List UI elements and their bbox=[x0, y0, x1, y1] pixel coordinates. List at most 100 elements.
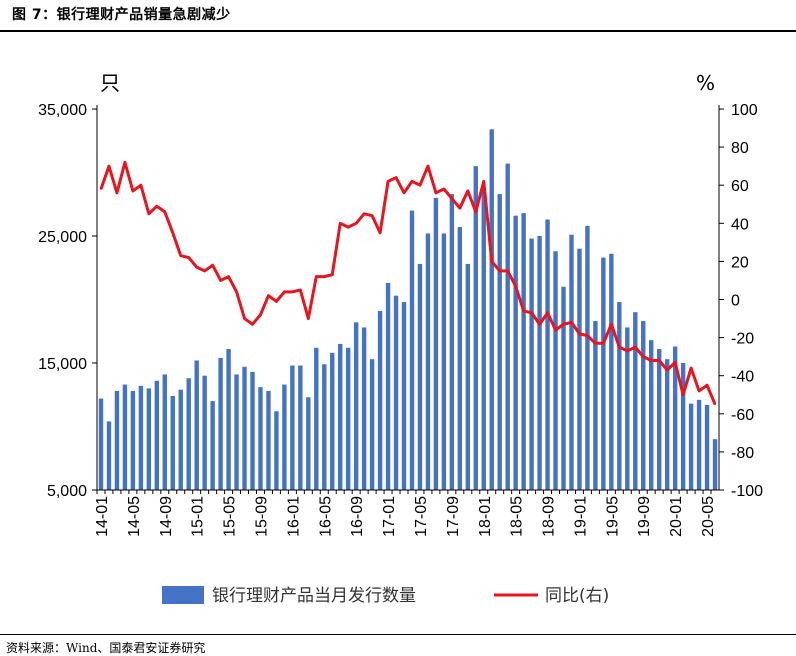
bar-series bbox=[98, 129, 718, 491]
bar-15-05 bbox=[226, 349, 231, 490]
bar-19-12 bbox=[664, 359, 670, 490]
yoy-point-15-12 bbox=[283, 290, 286, 293]
right-tick-label-0: 0 bbox=[731, 293, 740, 310]
bar-15-07 bbox=[242, 366, 247, 490]
yoy-point-17-03 bbox=[403, 191, 405, 194]
bar-17-10 bbox=[457, 227, 463, 491]
yoy-point-16-12 bbox=[379, 231, 381, 234]
x-tick-label-14-01: 14-01 bbox=[94, 496, 111, 537]
yoy-point-14-03 bbox=[116, 191, 118, 194]
bar-17-06 bbox=[425, 233, 431, 490]
bar-20-01 bbox=[672, 346, 678, 490]
bar-14-04 bbox=[122, 384, 128, 490]
yoy-point-14-01 bbox=[100, 188, 102, 190]
bar-17-09 bbox=[449, 194, 455, 490]
yoy-point-17-05 bbox=[419, 184, 421, 187]
yoy-point-14-05 bbox=[131, 190, 134, 192]
bar-19-01 bbox=[577, 248, 582, 490]
bar-19-04 bbox=[601, 257, 606, 490]
yoy-point-14-07 bbox=[147, 212, 150, 215]
right-tick-label--40: -40 bbox=[731, 369, 754, 386]
bar-14-11 bbox=[178, 389, 183, 490]
bar-15-10 bbox=[266, 390, 271, 490]
yoy-point-19-05 bbox=[610, 323, 613, 326]
top-rule bbox=[0, 30, 796, 32]
legend: 银行理财产品当月发行数量 同比(右) bbox=[162, 586, 609, 606]
yoy-point-19-01 bbox=[578, 332, 581, 335]
bar-14-03 bbox=[114, 390, 120, 490]
bar-19-08 bbox=[633, 312, 638, 490]
yoy-point-18-09 bbox=[546, 311, 549, 314]
x-tick-label-20-05: 20-05 bbox=[700, 496, 717, 537]
left-axis-unit: 只 bbox=[100, 71, 120, 95]
bar-17-07 bbox=[433, 197, 439, 490]
bar-20-05 bbox=[704, 404, 710, 490]
yoy-point-17-07 bbox=[435, 191, 437, 194]
right-tick-label-80: 80 bbox=[731, 140, 749, 157]
yoy-point-16-11 bbox=[371, 214, 374, 217]
x-tick-label-18-01: 18-01 bbox=[477, 496, 494, 537]
bar-19-10 bbox=[649, 340, 654, 490]
bar-17-03 bbox=[401, 302, 407, 490]
bar-20-04 bbox=[696, 399, 702, 490]
yoy-point-19-06 bbox=[618, 346, 621, 349]
bar-14-09 bbox=[162, 374, 167, 490]
figure-title: 图 7：银行理财产品销量急剧减少 bbox=[12, 7, 231, 23]
yoy-point-16-03 bbox=[307, 317, 310, 320]
bar-14-06 bbox=[138, 385, 144, 490]
bar-14-07 bbox=[146, 388, 152, 490]
x-tick-label-15-09: 15-09 bbox=[253, 496, 270, 537]
yoy-point-14-02 bbox=[108, 165, 110, 168]
yoy-point-18-04 bbox=[506, 270, 509, 272]
yoy-point-16-08 bbox=[347, 226, 350, 229]
bar-18-05 bbox=[513, 215, 518, 490]
bar-20-03 bbox=[688, 403, 694, 490]
yoy-point-18-03 bbox=[498, 270, 501, 272]
yoy-point-15-04 bbox=[219, 279, 222, 282]
bar-14-10 bbox=[170, 396, 175, 490]
x-tick-label-14-09: 14-09 bbox=[158, 496, 175, 537]
yoy-point-19-08 bbox=[634, 346, 637, 349]
yoy-point-14-06 bbox=[139, 184, 142, 187]
bar-20-06 bbox=[712, 439, 718, 490]
bar-17-08 bbox=[441, 233, 447, 490]
yoy-point-16-04 bbox=[315, 275, 318, 278]
yoy-point-18-05 bbox=[514, 285, 517, 288]
yoy-point-17-08 bbox=[442, 188, 445, 190]
yoy-point-16-10 bbox=[363, 212, 366, 215]
yoy-point-20-01 bbox=[674, 361, 677, 364]
x-tick-label-20-01: 20-01 bbox=[668, 496, 685, 537]
yoy-line bbox=[99, 160, 717, 405]
yoy-point-18-11 bbox=[562, 323, 565, 326]
bottom-rule bbox=[0, 634, 796, 635]
yoy-point-19-09 bbox=[642, 355, 645, 358]
yoy-point-17-11 bbox=[466, 190, 469, 192]
bar-16-11 bbox=[369, 359, 375, 490]
yoy-point-15-07 bbox=[243, 317, 246, 320]
right-axis-unit: % bbox=[696, 71, 715, 95]
bar-14-02 bbox=[106, 421, 112, 490]
bar-17-12 bbox=[473, 166, 478, 490]
bar-15-09 bbox=[258, 387, 263, 490]
bar-18-01 bbox=[481, 187, 486, 491]
yoy-point-15-02 bbox=[203, 270, 206, 272]
x-tick-label-19-01: 19-01 bbox=[572, 496, 589, 537]
bar-15-11 bbox=[274, 411, 279, 490]
yoy-point-18-01 bbox=[482, 180, 485, 183]
axes bbox=[92, 105, 724, 494]
yoy-point-17-09 bbox=[450, 197, 453, 200]
bar-19-05 bbox=[609, 253, 614, 490]
bar-17-11 bbox=[465, 263, 470, 490]
yoy-point-17-01 bbox=[387, 180, 389, 183]
yoy-point-19-11 bbox=[658, 359, 661, 362]
yoy-point-19-12 bbox=[666, 369, 669, 371]
bar-16-07 bbox=[338, 343, 343, 490]
bar-16-06 bbox=[330, 352, 335, 490]
bar-15-08 bbox=[250, 371, 255, 490]
yoy-point-18-06 bbox=[522, 310, 525, 312]
right-tick-label-100: 100 bbox=[731, 102, 758, 119]
yoy-point-18-07 bbox=[530, 311, 533, 314]
x-tick-label-14-05: 14-05 bbox=[126, 496, 143, 537]
x-tick-label-16-01: 16-01 bbox=[285, 496, 302, 537]
yoy-point-15-11 bbox=[275, 300, 278, 303]
